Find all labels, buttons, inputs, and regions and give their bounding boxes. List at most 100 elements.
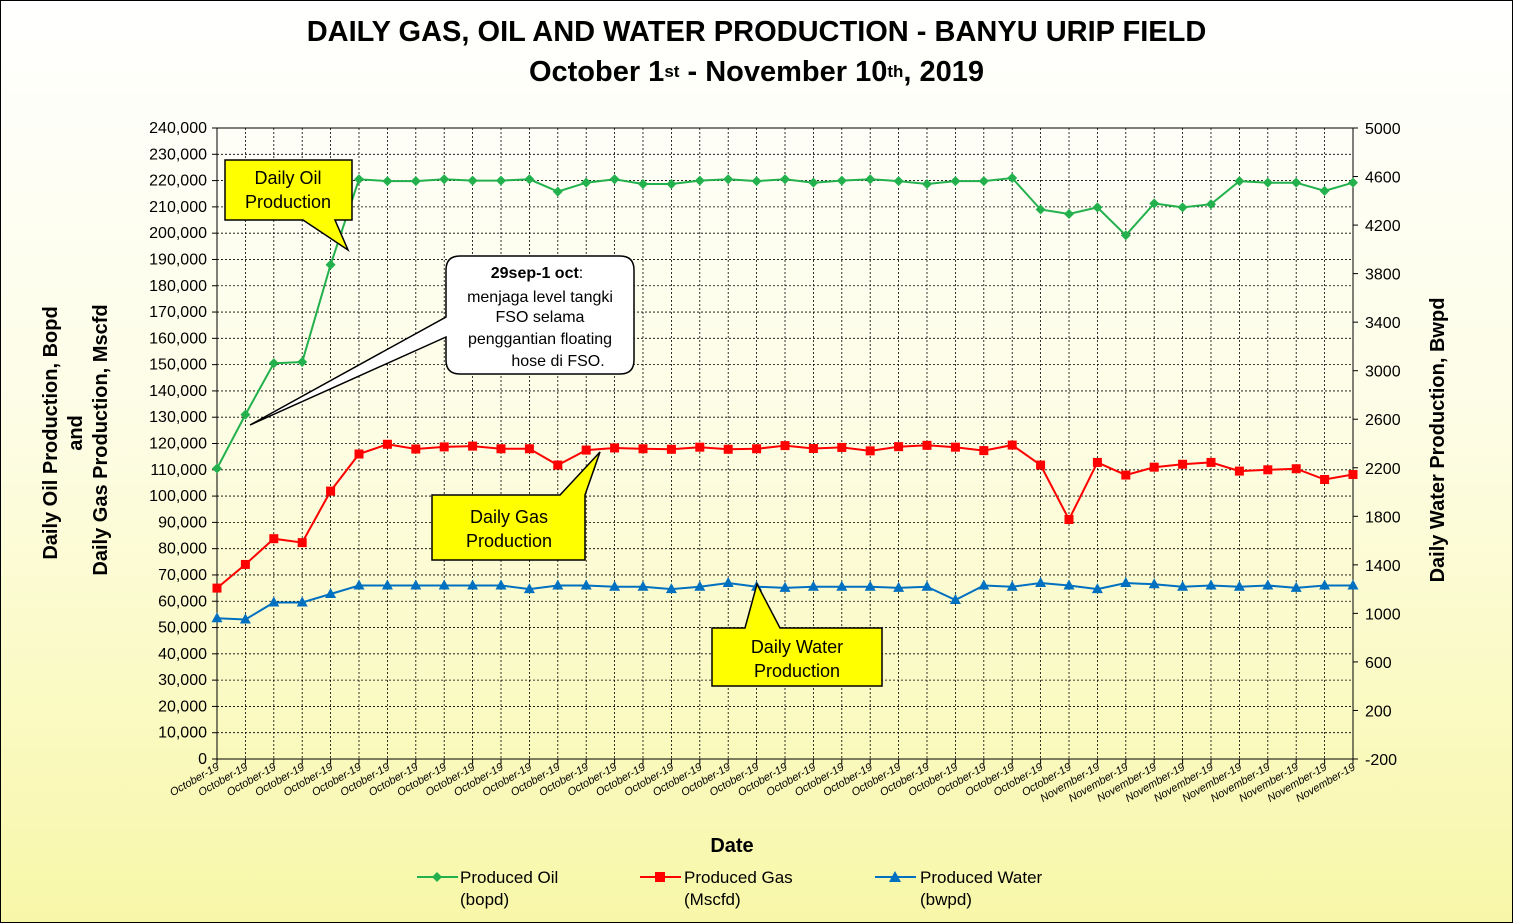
legend-oil-label-1: Produced Oil bbox=[460, 868, 558, 887]
left-tick-label: 80,000 bbox=[158, 541, 207, 558]
data-point bbox=[1120, 230, 1131, 241]
note-colon: : bbox=[579, 265, 583, 282]
data-point bbox=[638, 444, 648, 454]
data-point bbox=[1234, 466, 1244, 476]
data-point bbox=[1091, 583, 1103, 594]
data-point bbox=[438, 579, 450, 590]
y-axis-left-title-2: and bbox=[65, 415, 87, 451]
note-line1: 29sep-1 oct: bbox=[491, 265, 584, 282]
data-point bbox=[695, 442, 705, 452]
data-point bbox=[553, 460, 563, 470]
data-point bbox=[779, 581, 791, 592]
data-point bbox=[1348, 470, 1358, 480]
data-point bbox=[467, 579, 479, 590]
data-point bbox=[354, 174, 364, 185]
left-tick-label: 150,000 bbox=[149, 357, 207, 374]
data-point bbox=[780, 441, 790, 451]
left-tick-label: 90,000 bbox=[158, 514, 207, 531]
data-point bbox=[666, 444, 676, 454]
data-point bbox=[523, 583, 535, 594]
data-point bbox=[837, 442, 847, 452]
data-point bbox=[694, 580, 706, 591]
data-point bbox=[468, 441, 478, 451]
data-point bbox=[836, 175, 847, 186]
data-point bbox=[780, 174, 790, 185]
data-point bbox=[921, 580, 933, 591]
data-point bbox=[1348, 177, 1358, 188]
left-tick-label: 110,000 bbox=[150, 462, 207, 479]
right-tick-label: 1800 bbox=[1365, 509, 1401, 526]
data-point bbox=[752, 444, 762, 454]
left-tick-label: 10,000 bbox=[158, 725, 207, 742]
water-callout: Daily Water Production bbox=[711, 581, 883, 687]
oil-callout: Daily Oil Production bbox=[224, 159, 353, 253]
right-tick-label: 3000 bbox=[1365, 364, 1401, 381]
data-point bbox=[1319, 579, 1331, 590]
left-tick-label: 20,000 bbox=[158, 698, 207, 715]
chart-title: DAILY GAS, OIL AND WATER PRODUCTION - BA… bbox=[306, 16, 1207, 48]
data-point bbox=[893, 176, 904, 187]
data-point bbox=[1035, 204, 1046, 215]
legend-gas: Produced Gas (Mscfd) bbox=[640, 868, 793, 909]
data-point bbox=[950, 176, 961, 187]
data-point bbox=[580, 579, 592, 590]
data-point bbox=[922, 179, 932, 190]
data-point bbox=[1178, 459, 1188, 469]
data-point bbox=[808, 177, 819, 188]
data-point bbox=[410, 579, 422, 590]
left-tick-label: 50,000 bbox=[158, 620, 207, 637]
subtitle-part-3: , 2019 bbox=[903, 56, 985, 88]
data-point bbox=[268, 358, 279, 369]
left-tick-label: 140,000 bbox=[149, 383, 207, 400]
legend-water-label-2: (bwpd) bbox=[920, 890, 972, 909]
data-point bbox=[581, 445, 591, 455]
gas-callout: Daily Gas Production bbox=[431, 451, 601, 561]
series-group-diamond bbox=[212, 172, 1358, 474]
y-axis-right-title: Daily Water Production, Bwpd bbox=[1427, 298, 1449, 583]
oil-callout-line1: Daily Oil bbox=[254, 168, 321, 188]
data-point bbox=[807, 580, 819, 591]
subtitle-sup-2: th bbox=[887, 62, 904, 81]
left-tick-label: 60,000 bbox=[158, 593, 207, 610]
note-bold-text: 29sep-1 oct bbox=[491, 265, 580, 282]
right-tick-label: 3800 bbox=[1365, 267, 1401, 284]
data-point bbox=[666, 179, 677, 190]
left-axis-ticks: 0 10,000 20,000 30,000 40,000 50,000 60,000 70,… bbox=[149, 120, 217, 768]
data-point bbox=[211, 612, 223, 623]
data-point bbox=[722, 577, 734, 588]
data-point bbox=[751, 176, 762, 187]
series-lines bbox=[211, 172, 1359, 624]
legend-water-label-1: Produced Water bbox=[920, 868, 1043, 887]
grid-lines bbox=[217, 128, 1353, 759]
data-point bbox=[979, 446, 989, 456]
data-point bbox=[354, 449, 364, 459]
data-point bbox=[1263, 465, 1273, 475]
series-group-triangle bbox=[211, 577, 1359, 624]
data-point bbox=[495, 579, 507, 590]
left-tick-label: 120,000 bbox=[149, 436, 207, 453]
gas-callout-box bbox=[431, 451, 601, 561]
left-tick-label: 70,000 bbox=[158, 567, 207, 584]
data-point bbox=[1320, 475, 1330, 485]
data-point bbox=[212, 583, 222, 593]
data-point bbox=[609, 174, 620, 185]
data-point bbox=[1007, 172, 1018, 183]
data-point bbox=[637, 580, 649, 591]
left-tick-label: 180,000 bbox=[149, 278, 207, 295]
data-point bbox=[1347, 579, 1359, 590]
data-point bbox=[978, 579, 990, 590]
data-point bbox=[382, 176, 393, 187]
data-point bbox=[496, 175, 506, 186]
legend-oil-label-2: (bopd) bbox=[460, 890, 509, 909]
data-point bbox=[381, 579, 393, 590]
data-point bbox=[694, 175, 705, 186]
data-point bbox=[325, 259, 336, 270]
data-point bbox=[1177, 580, 1189, 591]
data-point bbox=[1234, 176, 1245, 187]
data-point bbox=[1120, 577, 1132, 588]
data-point bbox=[1206, 199, 1216, 210]
data-point bbox=[382, 439, 392, 449]
data-point bbox=[524, 174, 535, 185]
data-point bbox=[1092, 202, 1103, 213]
